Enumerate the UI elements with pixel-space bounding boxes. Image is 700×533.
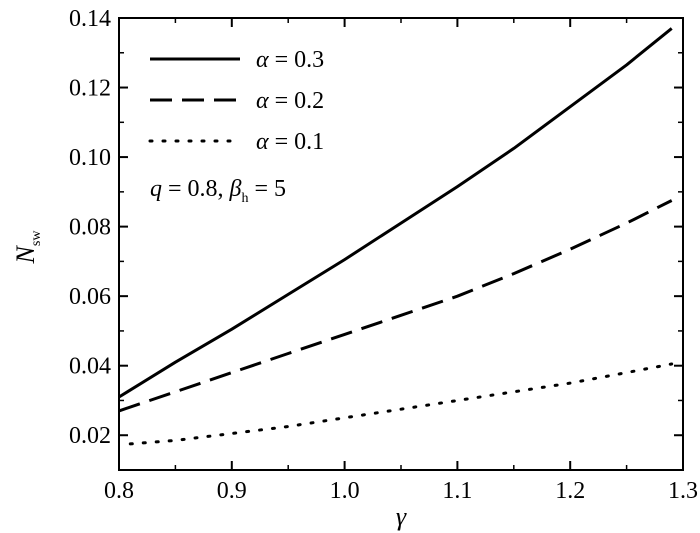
y-tick-label: 0.12: [69, 76, 111, 102]
x-tick-label: 1.0: [330, 478, 360, 504]
y-axis-label: Nsw: [11, 230, 44, 265]
x-tick-label: 1.1: [442, 478, 472, 504]
y-tick-label: 0.06: [69, 284, 111, 310]
series-line-2: [128, 362, 674, 446]
x-tick-label: 1.2: [555, 478, 585, 504]
legend-label-alpha-0-1: α = 0.1: [256, 129, 324, 155]
x-tick-label: 1.3: [668, 478, 698, 504]
series-line-0: [118, 27, 673, 399]
x-tick-label: 0.9: [217, 478, 247, 504]
x-tick-label: 0.8: [104, 478, 134, 504]
series-line-1: [118, 199, 673, 413]
y-axis-ticks: 0.02 0.04 0.06 0.08 0.10 0.12 0.14: [69, 6, 683, 471]
legend: α = 0.3 α = 0.2 α = 0.1: [148, 47, 324, 155]
y-tick-label: 0.08: [69, 215, 111, 241]
y-tick-label: 0.14: [69, 6, 111, 32]
x-axis-ticks: 0.8 0.9 1.0 1.1 1.2 1.3: [104, 18, 698, 504]
parameter-annotation: q = 0.8, βh = 5: [150, 176, 286, 206]
y-tick-label: 0.04: [69, 354, 111, 380]
y-tick-label: 0.10: [69, 145, 111, 171]
legend-label-alpha-0-2: α = 0.2: [256, 88, 324, 114]
legend-label-alpha-0-3: α = 0.3: [256, 47, 324, 73]
y-tick-label: 0.02: [69, 423, 111, 449]
series-layer: [118, 27, 674, 446]
x-axis-label: γ: [396, 502, 407, 531]
